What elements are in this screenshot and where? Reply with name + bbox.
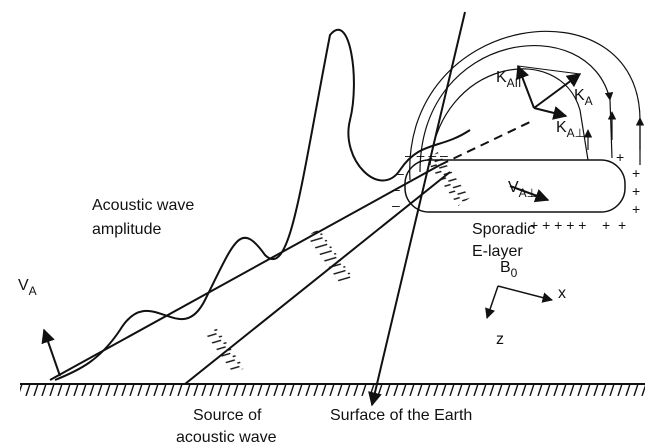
amplitude-label: amplitude [92, 221, 161, 238]
ground [20, 383, 645, 396]
charge: – [392, 197, 400, 213]
charge: + + + + + [530, 217, 586, 233]
field-lines [409, 30, 645, 181]
charge: + [618, 217, 626, 233]
axis-x: x [558, 285, 566, 302]
k-a-label: KA [574, 87, 593, 108]
source-label: Source of [193, 407, 262, 424]
k-a-perp-label: KA⊥ [556, 119, 585, 140]
charge: + [632, 201, 640, 217]
rays [41, 11, 582, 407]
k-a-par-label: KAII [496, 69, 521, 90]
b0-label: B0 [500, 259, 518, 280]
charges: – – – – – – – + + + + + + + + + + + [392, 147, 640, 233]
e-layer-label: Sporadic [472, 221, 535, 238]
e-layer-box [404, 159, 626, 213]
wavefronts [205, 152, 470, 375]
charge: – – – – [405, 147, 448, 163]
charge: + [632, 183, 640, 199]
charge: + [616, 149, 624, 165]
charge: – [396, 165, 404, 181]
source-label: acoustic wave [176, 429, 277, 446]
surface-label: Surface of the Earth [330, 407, 472, 424]
v-a-perp-label: VA⊥ [508, 179, 537, 200]
axis-z: z [496, 331, 504, 348]
charge: – [392, 181, 400, 197]
amplitude-label: Acoustic wave [92, 197, 194, 214]
charge: + [632, 165, 640, 181]
e-layer-label: E-layer [472, 243, 523, 260]
charge: + [602, 217, 610, 233]
v-a-label: VA [18, 277, 37, 298]
